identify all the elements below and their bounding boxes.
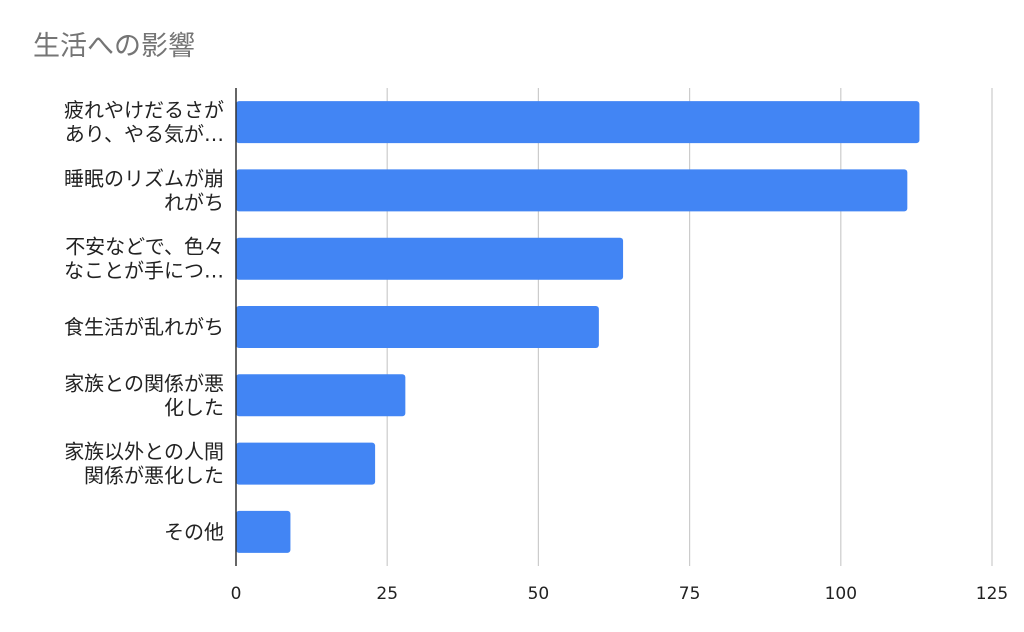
bar xyxy=(236,374,406,417)
x-tick-label: 25 xyxy=(376,584,398,604)
bar xyxy=(236,237,624,280)
category-label: その他 xyxy=(164,520,224,544)
bar xyxy=(236,306,599,348)
bar xyxy=(236,442,376,485)
x-tick-label: 50 xyxy=(528,584,550,604)
category-label: 睡眠のリズムが崩れがち xyxy=(64,166,224,214)
bar xyxy=(236,169,908,212)
category-label: 家族との関係が悪化した xyxy=(64,371,224,419)
x-tick-label: 100 xyxy=(825,584,857,604)
category-label: 疲れやけだるさがあり、やる気が… xyxy=(64,98,224,146)
x-tick-label: 125 xyxy=(976,584,1008,604)
x-tick-label: 0 xyxy=(231,584,242,604)
chart-title: 生活への影響 xyxy=(33,31,195,62)
bar xyxy=(236,510,291,553)
bar xyxy=(236,101,920,144)
category-label: 不安などで、色々なことが手につ… xyxy=(64,235,224,283)
category-label: 家族以外との人間関係が悪化した xyxy=(64,440,224,488)
x-tick-label: 75 xyxy=(679,584,701,604)
category-label: 食生活が乱れがち xyxy=(64,315,224,339)
